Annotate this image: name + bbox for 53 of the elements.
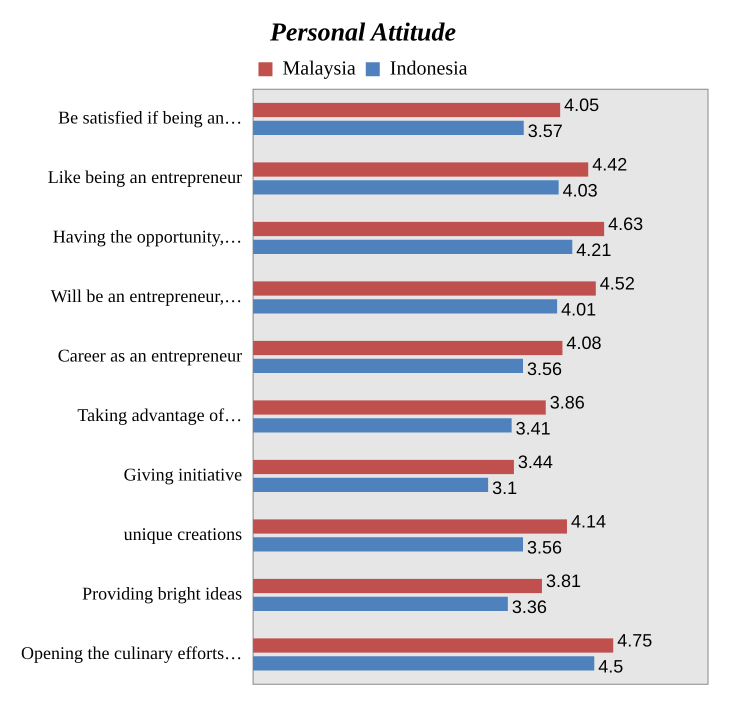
y-tick-label: unique creations	[124, 524, 242, 544]
y-tick-label: Giving initiative	[124, 464, 242, 485]
data-label: 4.75	[617, 630, 652, 650]
bar	[253, 596, 508, 612]
bar	[253, 656, 594, 671]
bar	[253, 240, 572, 254]
data-label: 3.56	[527, 358, 562, 379]
data-label: 4.05	[564, 94, 600, 115]
y-tick-label: Taking advantage of…	[77, 405, 242, 426]
bar	[253, 460, 514, 474]
bar	[253, 340, 562, 356]
bar	[253, 180, 559, 195]
bar	[253, 519, 567, 534]
legend-label: Malaysia	[282, 57, 356, 80]
data-label: 4.14	[570, 511, 606, 532]
bar	[253, 281, 596, 296]
data-label: 4.21	[576, 240, 612, 260]
bar	[253, 638, 614, 653]
data-label: 4.52	[600, 273, 635, 294]
bar	[253, 299, 558, 314]
bar	[253, 120, 524, 136]
y-tick-label: Having the opportunity,…	[52, 226, 242, 247]
bar	[253, 418, 512, 433]
legend-label: Indonesia	[390, 57, 468, 80]
bar	[253, 400, 546, 415]
data-label: 4.03	[562, 180, 598, 200]
y-tick-label: Providing bright ideas	[82, 584, 242, 604]
data-label: 3.36	[512, 596, 547, 617]
data-label: 4.42	[592, 154, 628, 174]
bar	[253, 537, 524, 552]
data-label: 4.08	[566, 332, 602, 353]
bar	[253, 162, 588, 177]
data-label: 3.44	[518, 452, 553, 472]
bar	[253, 102, 560, 118]
data-label: 4.01	[561, 299, 596, 320]
y-tick-label: Opening the culinary efforts…	[20, 643, 242, 664]
data-label: 4.63	[608, 214, 644, 234]
data-label: 3.57	[528, 120, 563, 141]
data-label: 3.81	[546, 570, 582, 591]
y-tick-label: Career as an entrepreneur	[58, 346, 242, 366]
y-tick-label: Be satisfied if being an…	[58, 108, 242, 128]
data-label: 3.41	[516, 418, 551, 438]
data-label: 3.56	[527, 537, 562, 558]
bar	[253, 358, 524, 374]
bar	[253, 578, 542, 594]
data-label: 3.1	[492, 478, 518, 498]
y-tick-label: Will be an entrepreneur,…	[50, 286, 242, 306]
y-tick-label: Like being an entrepreneur	[48, 167, 242, 188]
data-label: 3.86	[550, 392, 585, 412]
data-label: 4.5	[598, 656, 624, 676]
bar	[253, 222, 604, 236]
bar	[253, 478, 488, 492]
chart-title: Personal Attitude	[268, 17, 456, 46]
